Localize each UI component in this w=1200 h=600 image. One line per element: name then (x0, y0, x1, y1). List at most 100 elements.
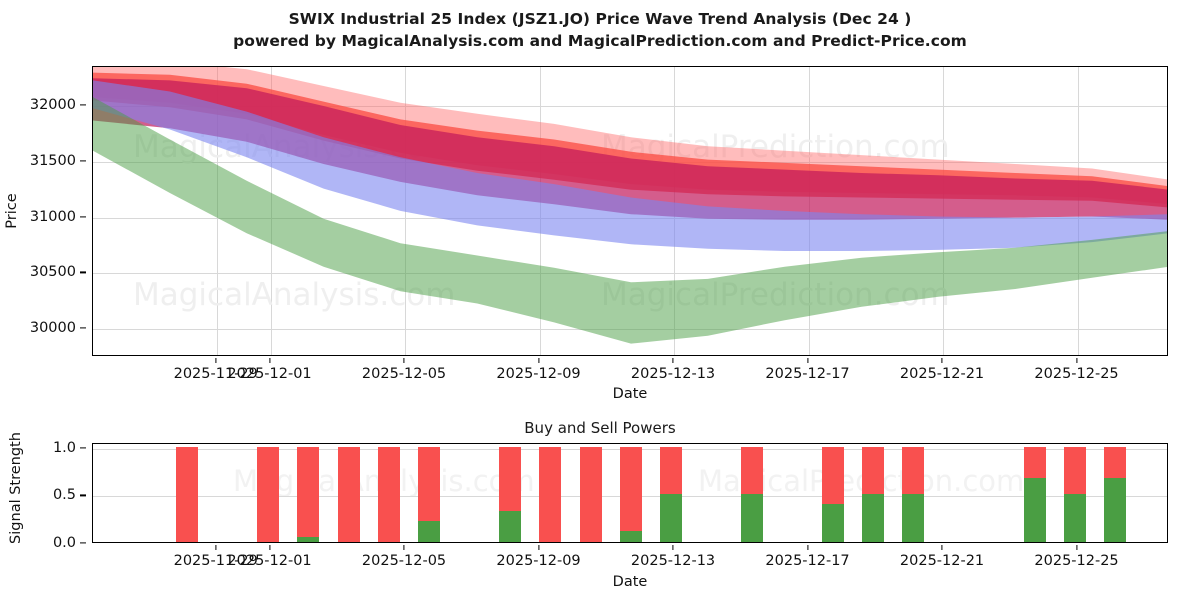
signal-bar[interactable] (1104, 446, 1127, 542)
x-tick-mark (806, 545, 809, 550)
lower-x-axis-label: Date (612, 574, 648, 590)
y-tick-mark (80, 494, 86, 496)
signal-bar[interactable] (377, 446, 400, 542)
x-tick-label: 2025-12-17 (765, 366, 850, 382)
x-tick-mark (1075, 545, 1078, 550)
sell-power-segment (539, 446, 562, 542)
sell-power-segment (377, 446, 400, 542)
chart-title-block: SWIX Industrial 25 Index (JSZ1.JO) Price… (0, 8, 1200, 52)
signal-bar[interactable] (620, 446, 642, 542)
y-tick-label: 1.0 (52, 439, 76, 456)
buy-power-segment (821, 503, 844, 542)
y-tick-mark (80, 327, 86, 329)
signal-bar[interactable] (579, 446, 602, 542)
x-tick-mark (537, 358, 540, 363)
sell-power-segment (297, 446, 320, 538)
price-band-1 (93, 72, 1167, 208)
buy-power-segment (297, 537, 320, 542)
x-tick-label: 2025-12-05 (361, 366, 447, 382)
price-band-3 (93, 80, 1167, 251)
y-tick-mark (80, 542, 86, 544)
lower-chart-title: Buy and Sell Powers (524, 419, 676, 437)
sell-power-segment (660, 446, 683, 495)
x-tick-label: 2025-12-09 (496, 553, 581, 569)
main-x-tick-labels: 2025-11-29 2025-12-01 2025-12-05 2025-12-09… (92, 358, 1168, 384)
page-title: SWIX Industrial 25 Index (JSZ1.JO) Price… (288, 10, 912, 28)
buy-power-segment (418, 521, 441, 542)
buy-power-segment (862, 494, 885, 542)
signal-bar[interactable] (297, 446, 320, 542)
x-tick-mark (215, 358, 217, 363)
x-tick-mark (672, 358, 674, 363)
x-tick-label: 2025-12-09 (496, 366, 581, 382)
y-tick-label: 0.5 (52, 487, 76, 504)
lower-y-tick-labels: 0.0 0.5 1.0 (0, 439, 86, 551)
y-tick-mark (80, 271, 86, 273)
sell-power-segment (1023, 446, 1046, 479)
x-tick-mark (806, 358, 809, 363)
signal-bar[interactable] (660, 446, 683, 542)
main-y-tick-labels: 30000 30500 31000 31500 32000 (0, 66, 86, 356)
x-tick-label: 2025-12-01 (227, 553, 312, 569)
signal-bar[interactable] (498, 446, 521, 542)
x-tick-mark (215, 545, 217, 550)
lower-x-tick-labels: 2025-11-29 2025-12-01 2025-12-05 2025-12-09… (92, 545, 1168, 571)
signal-bar[interactable] (1023, 446, 1046, 542)
x-tick-label: 2025-12-05 (361, 553, 447, 569)
sell-power-segment (741, 446, 764, 495)
x-tick-label: 2025-12-21 (899, 553, 985, 569)
signal-bar[interactable] (862, 446, 885, 542)
sell-power-segment (176, 446, 199, 542)
price-band-4 (93, 97, 1167, 344)
x-tick-label: 2025-11-29 (173, 553, 258, 569)
y-tick-mark (80, 215, 86, 218)
price-band-layer (93, 67, 1167, 344)
sell-power-segment (862, 446, 885, 495)
y-tick-label: 32000 (29, 97, 76, 114)
x-tick-label: 2025-11-29 (173, 366, 258, 382)
x-tick-mark (941, 545, 943, 550)
buy-power-segment (1023, 478, 1046, 542)
y-tick-mark (80, 447, 86, 449)
sell-power-segment (1063, 446, 1086, 495)
buy-power-segment (620, 530, 642, 542)
y-tick-label: 31000 (29, 208, 76, 225)
signal-bar[interactable] (902, 446, 925, 542)
signal-bar[interactable] (821, 446, 844, 542)
sell-power-segment (418, 446, 441, 522)
page-subtitle: powered by MagicalAnalysis.com and Magic… (233, 32, 967, 50)
sell-power-segment (498, 446, 521, 511)
signal-bar[interactable] (337, 446, 360, 542)
gridline-horizontal (93, 106, 1167, 108)
x-tick-label: 2025-12-13 (630, 366, 716, 382)
sell-power-segment (821, 446, 844, 504)
sell-power-segment (902, 446, 925, 495)
sell-power-segment (1104, 446, 1127, 479)
y-tick-mark (80, 160, 86, 162)
x-tick-label: 2025-12-13 (630, 553, 716, 569)
y-tick-mark (80, 104, 86, 106)
y-tick-label: 0.0 (52, 535, 76, 551)
price-wave-chart: MagicalAnalysis.comMagicalPrediction.com… (92, 66, 1168, 356)
buy-power-segment (660, 494, 683, 542)
signal-bar[interactable] (741, 446, 764, 542)
x-tick-mark (403, 545, 405, 550)
y-tick-label: 31500 (29, 152, 76, 169)
gridline-horizontal (93, 273, 1167, 275)
x-tick-label: 2025-12-17 (765, 553, 850, 569)
buy-sell-powers-chart: MagicalAnalysis.comMagicalPrediction.com (92, 443, 1168, 543)
signal-bar[interactable] (176, 446, 199, 542)
signal-bar[interactable] (418, 446, 441, 542)
signal-bar[interactable] (539, 446, 562, 542)
y-tick-label: 30500 (29, 264, 76, 281)
signal-bar[interactable] (256, 446, 279, 542)
sell-power-segment (620, 446, 642, 531)
x-tick-label: 2025-12-21 (899, 366, 985, 382)
sell-power-segment (256, 446, 279, 542)
sell-power-segment (579, 446, 602, 542)
price-wave-plot-area: MagicalAnalysis.comMagicalPrediction.com… (93, 67, 1167, 355)
y-tick-label: 30000 (29, 320, 76, 337)
x-tick-label: 2025-12-25 (1034, 366, 1119, 382)
signal-bar[interactable] (1063, 446, 1086, 542)
